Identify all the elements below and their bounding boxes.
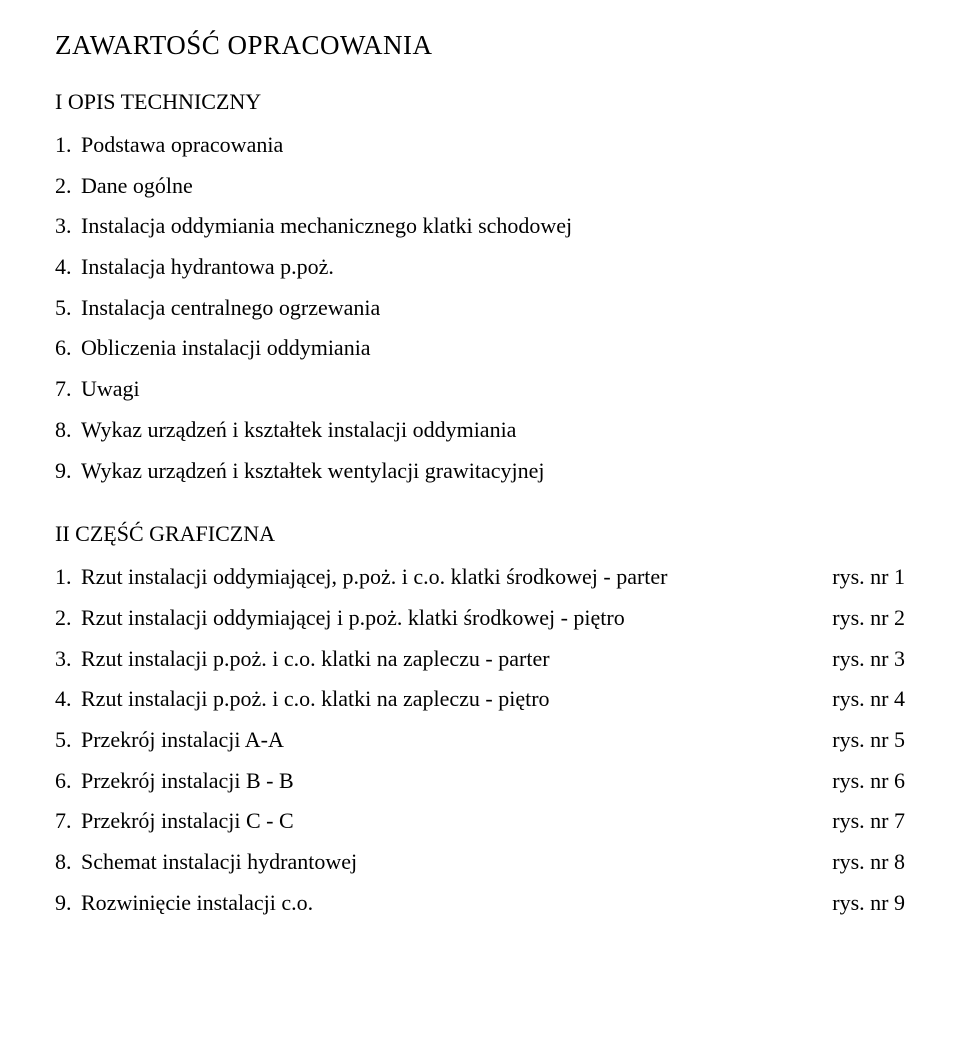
item-text: Przekrój instalacji B - B [81, 761, 812, 802]
item-number: 3. [55, 639, 81, 680]
item-reference: rys. nr 4 [812, 679, 905, 720]
item-reference: rys. nr 9 [812, 883, 905, 924]
list-item: 8. Schemat instalacji hydrantowej rys. n… [55, 842, 905, 883]
item-number: 7. [55, 369, 81, 410]
item-text: Podstawa opracowania [81, 125, 905, 166]
item-text: Uwagi [81, 369, 905, 410]
item-reference: rys. nr 6 [812, 761, 905, 802]
item-reference: rys. nr 5 [812, 720, 905, 761]
item-reference: rys. nr 8 [812, 842, 905, 883]
item-number: 5. [55, 288, 81, 329]
item-number: 3. [55, 206, 81, 247]
item-number: 4. [55, 247, 81, 288]
item-text: Wykaz urządzeń i kształtek instalacji od… [81, 410, 905, 451]
item-text: Rzut instalacji oddymiającej i p.poż. kl… [81, 598, 812, 639]
item-text: Schemat instalacji hydrantowej [81, 842, 812, 883]
list-item: 1. Rzut instalacji oddymiającej, p.poż. … [55, 557, 905, 598]
item-number: 1. [55, 125, 81, 166]
document-title: ZAWARTOŚĆ OPRACOWANIA [55, 30, 905, 61]
section-1-heading: I OPIS TECHNICZNY [55, 89, 905, 115]
item-number: 2. [55, 598, 81, 639]
item-text: Dane ogólne [81, 166, 905, 207]
item-text: Instalacja oddymiania mechanicznego klat… [81, 206, 905, 247]
document-page: ZAWARTOŚĆ OPRACOWANIA I OPIS TECHNICZNY … [0, 0, 960, 1061]
list-item: 1. Podstawa opracowania [55, 125, 905, 166]
list-item: 6. Przekrój instalacji B - B rys. nr 6 [55, 761, 905, 802]
section-gap [55, 491, 905, 521]
list-item: 3. Rzut instalacji p.poż. i c.o. klatki … [55, 639, 905, 680]
item-reference: rys. nr 1 [812, 557, 905, 598]
section-2-list: 1. Rzut instalacji oddymiającej, p.poż. … [55, 557, 905, 923]
list-item: 9. Rozwinięcie instalacji c.o. rys. nr 9 [55, 883, 905, 924]
list-item: 4. Instalacja hydrantowa p.poż. [55, 247, 905, 288]
list-item: 7. Uwagi [55, 369, 905, 410]
item-text: Instalacja centralnego ogrzewania [81, 288, 905, 329]
item-reference: rys. nr 3 [812, 639, 905, 680]
list-item: 8. Wykaz urządzeń i kształtek instalacji… [55, 410, 905, 451]
item-number: 8. [55, 410, 81, 451]
section-2-heading: II CZĘŚĆ GRAFICZNA [55, 521, 905, 547]
item-number: 6. [55, 328, 81, 369]
list-item: 2. Dane ogólne [55, 166, 905, 207]
item-number: 2. [55, 166, 81, 207]
item-number: 9. [55, 883, 81, 924]
item-number: 8. [55, 842, 81, 883]
item-reference: rys. nr 7 [812, 801, 905, 842]
list-item: 5. Instalacja centralnego ogrzewania [55, 288, 905, 329]
item-number: 4. [55, 679, 81, 720]
item-text: Wykaz urządzeń i kształtek wentylacji gr… [81, 451, 905, 492]
item-reference: rys. nr 2 [812, 598, 905, 639]
item-text: Przekrój instalacji C - C [81, 801, 812, 842]
list-item: 5. Przekrój instalacji A-A rys. nr 5 [55, 720, 905, 761]
item-number: 1. [55, 557, 81, 598]
item-number: 5. [55, 720, 81, 761]
item-text: Rzut instalacji oddymiającej, p.poż. i c… [81, 557, 812, 598]
list-item: 7. Przekrój instalacji C - C rys. nr 7 [55, 801, 905, 842]
item-text: Obliczenia instalacji oddymiania [81, 328, 905, 369]
item-text: Rzut instalacji p.poż. i c.o. klatki na … [81, 679, 812, 720]
item-text: Rozwinięcie instalacji c.o. [81, 883, 812, 924]
item-number: 6. [55, 761, 81, 802]
list-item: 9. Wykaz urządzeń i kształtek wentylacji… [55, 451, 905, 492]
item-text: Instalacja hydrantowa p.poż. [81, 247, 905, 288]
item-text: Przekrój instalacji A-A [81, 720, 812, 761]
item-number: 9. [55, 451, 81, 492]
list-item: 3. Instalacja oddymiania mechanicznego k… [55, 206, 905, 247]
list-item: 4. Rzut instalacji p.poż. i c.o. klatki … [55, 679, 905, 720]
item-text: Rzut instalacji p.poż. i c.o. klatki na … [81, 639, 812, 680]
list-item: 6. Obliczenia instalacji oddymiania [55, 328, 905, 369]
section-1-list: 1. Podstawa opracowania 2. Dane ogólne 3… [55, 125, 905, 491]
item-number: 7. [55, 801, 81, 842]
list-item: 2. Rzut instalacji oddymiającej i p.poż.… [55, 598, 905, 639]
